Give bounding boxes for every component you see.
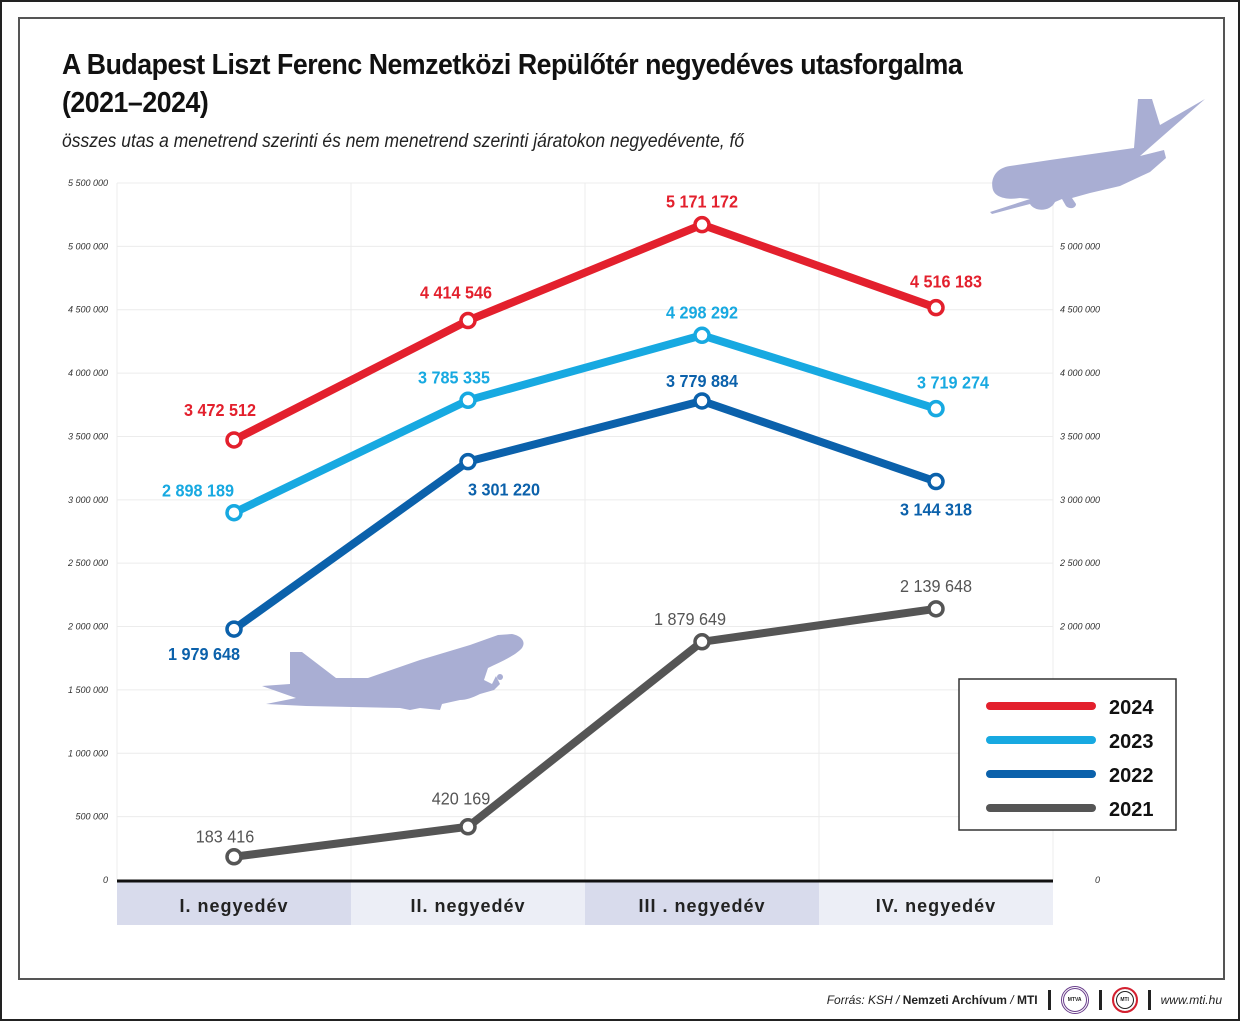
x-tick-label: IV. negyedév [876,896,996,916]
data-point [225,620,243,638]
series-2023: 2 898 189 3 785 335 4 298 292 3 719 274 [162,303,989,522]
data-label: 2 139 648 [900,576,972,596]
airplane-landing-icon [990,99,1205,214]
data-point [693,326,711,345]
y-tick-label-left: 3 500 000 [68,431,108,441]
y-tick-label-left: 2 500 000 [67,558,108,568]
data-point [459,311,477,330]
data-label: 420 169 [432,789,491,809]
y-tick-label-left: 1 000 000 [68,748,108,758]
mti-logo-icon: MTI [1111,987,1138,1013]
data-point [927,399,945,418]
category-band [117,882,351,925]
category-bands [117,882,1053,925]
series-line-2023 [230,331,940,517]
data-label: 3 785 335 [418,368,490,388]
x-tick-label: III . negyedév [638,896,765,916]
data-point [459,818,477,836]
series-line-2021 [230,604,940,861]
data-point [225,848,243,866]
separator [1147,990,1151,1010]
data-point [927,600,945,618]
category-band [585,882,819,925]
x-tick-label: I. negyedév [179,896,288,916]
source-text: Forrás: KSH / Nemzeti Archívum / MTI [826,993,1038,1007]
chart-subtitle: összes utas a menetrend szerinti és nem … [62,131,745,152]
y-tick-label-left: 5 500 000 [68,178,108,188]
data-label: 5 171 172 [666,192,738,212]
data-label: 1 879 649 [654,609,726,629]
data-label: 4 414 546 [420,283,492,303]
data-point [225,431,243,449]
y-tick-label-right: 2 500 000 [1059,558,1100,568]
y-tick-label-left: 3 000 000 [68,495,108,505]
y-tick-label-right: 4 500 000 [1060,305,1100,315]
legend-label: 2024 [1109,697,1154,719]
data-label: 183 416 [196,827,255,847]
chart-title: A Budapest Liszt Ferenc Nemzetközi Repül… [62,46,963,122]
grid-lines [116,182,1054,880]
y-tick-label-left: 4 500 000 [68,305,108,315]
mtva-logo-icon: MTVA [1060,986,1089,1014]
data-label: 3 301 220 [468,480,540,500]
data-point [693,215,711,234]
data-point [693,392,711,410]
data-point [225,503,243,522]
category-band [351,882,585,925]
data-label: 4 298 292 [666,303,738,323]
data-label: 2 898 189 [162,481,234,501]
y-tick-label-left: 0 [103,875,108,885]
data-point [927,298,945,317]
data-point [459,391,477,410]
separator [1098,990,1102,1010]
footer: Forrás: KSH / Nemzeti Archívum / MTI MTV… [826,986,1222,1014]
legend-label: 2023 [1109,731,1154,753]
chart-title-line2: (2021–2024) [62,87,209,119]
series-2024: 3 472 512 4 414 546 5 171 172 4 516 183 [184,192,982,449]
category-band [819,882,1053,925]
y-tick-label-left: 2 000 000 [67,622,108,632]
y-tick-label-left: 5 000 000 [68,241,108,251]
data-point [459,452,477,471]
series-2021: 183 416 420 169 1 879 649 2 139 648 [196,576,972,866]
data-label: 3 719 274 [917,373,989,393]
legend: 2024 2023 2022 2021 [958,678,1177,831]
data-label: 4 516 183 [910,272,982,292]
series-group: 3 472 512 4 414 546 5 171 172 4 516 183 2 89… [162,192,989,866]
y-tick-label-left: 4 000 000 [68,368,108,378]
airplane-takeoff-icon [262,634,524,710]
decorations [262,99,1205,710]
y-tick-label-right: 4 000 000 [1060,368,1100,378]
data-label: 1 979 648 [168,644,240,664]
series-2022: 1 979 648 3 301 220 3 779 884 3 144 318 [168,371,972,664]
data-point [693,633,711,651]
axes: I. negyedév II. negyedév III . negyedév IV.… [67,178,1100,916]
chart-title-line1: A Budapest Liszt Ferenc Nemzetközi Repül… [62,49,963,81]
y-tick-label-left: 500 000 [75,812,108,822]
data-label: 3 144 318 [900,500,972,520]
legend-label: 2022 [1109,765,1154,787]
separator [1047,990,1051,1010]
data-label: 3 779 884 [666,371,738,391]
series-line-2024 [230,220,940,444]
y-tick-label-right: 3 500 000 [1060,431,1100,441]
x-tick-label: II. negyedév [410,896,525,916]
website-link[interactable]: www.mti.hu [1160,993,1222,1007]
y-tick-label-right: 2 000 000 [1059,622,1100,632]
data-label: 3 472 512 [184,400,256,420]
data-point [927,472,945,491]
chart-frame [18,17,1225,980]
series-line-2022 [230,396,940,634]
y-tick-label-right: 0 [1095,875,1100,885]
y-tick-label-left: 1 500 000 [68,685,108,695]
y-tick-label-right: 3 000 000 [1060,495,1100,505]
y-tick-label-right: 5 000 000 [1060,241,1100,251]
legend-label: 2021 [1109,799,1154,821]
